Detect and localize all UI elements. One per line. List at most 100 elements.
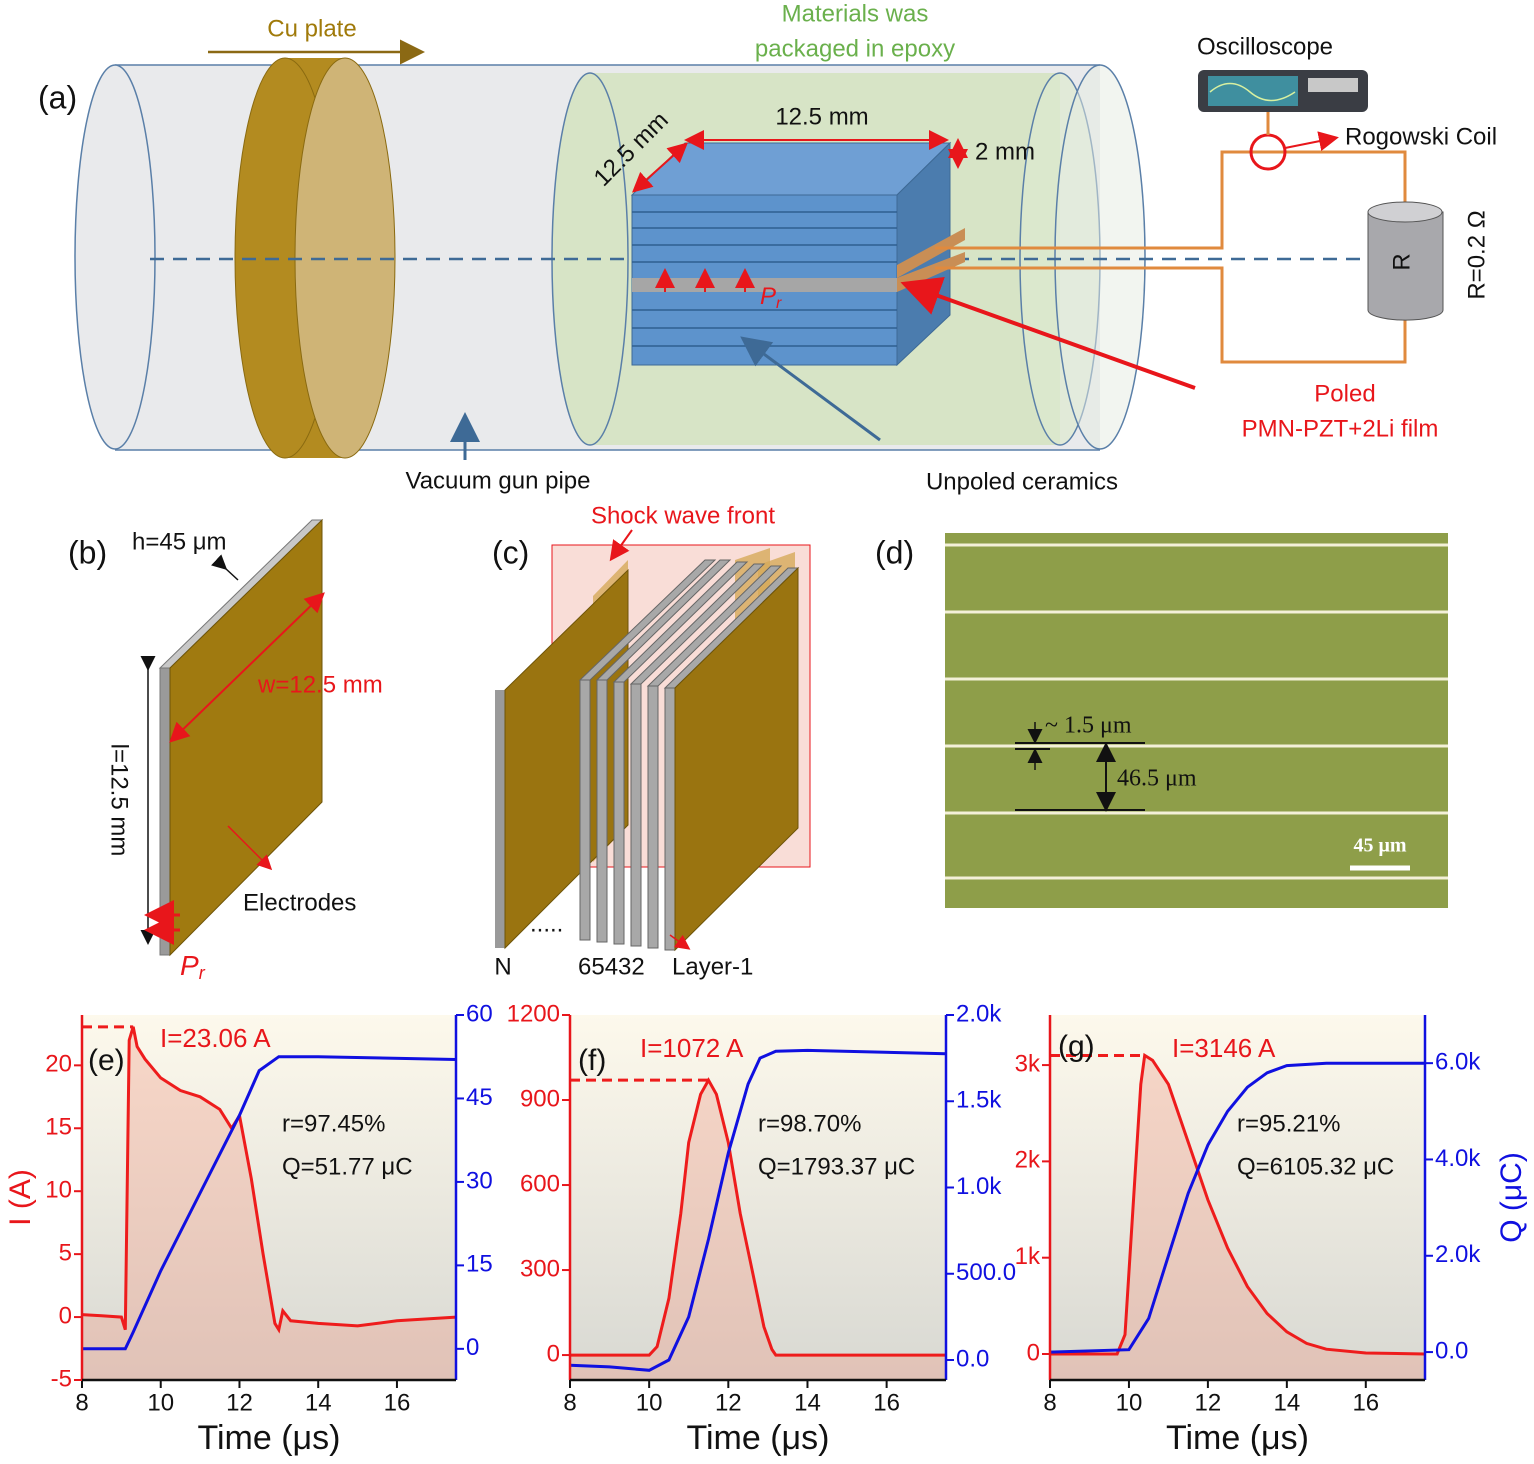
charge-annotation: Q=6105.32 μC <box>1237 1153 1394 1180</box>
ellipsis: ..... <box>530 910 563 937</box>
x-axis-label: Time (μs) <box>1166 1419 1309 1457</box>
panel-d: (d) ~ 1.5 μm 46.5 μm 45 μm <box>875 533 1448 908</box>
series-line <box>1049 1061 1425 1354</box>
peak-annotation: I=23.06 A <box>160 1023 271 1053</box>
panel-a: (a) Cu plate Materials was packaged in e… <box>38 0 1497 495</box>
oscilloscope-label: Oscilloscope <box>1197 33 1333 60</box>
series-line <box>569 1048 947 1372</box>
front-label: Shock wave front <box>591 502 775 529</box>
y-axis-label: I (A) <box>4 1169 37 1226</box>
panel-label: (d) <box>875 534 914 570</box>
layer-label: 65432 <box>578 953 645 980</box>
y2-tick-label: 2.0k <box>956 1000 1002 1027</box>
y2-tick-label: 1.5k <box>956 1087 1002 1114</box>
y2-tick-label: 45 <box>466 1084 493 1111</box>
x-tick-label: 14 <box>305 1389 332 1416</box>
panel-label: (f) <box>578 1044 606 1077</box>
scale-label: 45 μm <box>1354 835 1407 857</box>
y2-tick-label: 2.0k <box>1435 1241 1481 1268</box>
y2-tick-label: 6.0k <box>1435 1048 1481 1075</box>
y-tick-label: 900 <box>520 1085 560 1112</box>
length-label: l=12.5 mm <box>106 744 133 857</box>
resistor-label: R <box>1388 253 1415 270</box>
symbol: P <box>760 283 776 310</box>
x-tick-label: 16 <box>873 1389 900 1416</box>
epoxy-label: Materials was <box>782 0 929 27</box>
width-label: w=12.5 mm <box>257 671 383 698</box>
panel-c: (c) Shock wave front N ..... 65432 Layer… <box>492 502 811 980</box>
polarization-label: Pr <box>760 283 782 312</box>
ratio-annotation: r=95.21% <box>1237 1110 1340 1137</box>
layer-label: Layer-1 <box>672 953 753 980</box>
plot-background <box>1050 1015 1425 1380</box>
area <box>570 1080 946 1380</box>
resistance-label: R=0.2 Ω <box>1463 210 1490 299</box>
peak-annotation: I=3146 A <box>1172 1033 1276 1063</box>
film-label: PMN-PZT+2Li film <box>1242 415 1439 442</box>
panel-label: (a) <box>38 79 77 115</box>
electrodes-label: Electrodes <box>243 889 356 916</box>
peak-annotation: I=1072 A <box>640 1033 744 1063</box>
subscript: r <box>199 963 206 983</box>
x-tick-label: 16 <box>1352 1389 1379 1416</box>
panel-label: (e) <box>88 1044 125 1077</box>
y-tick-label: 600 <box>520 1170 560 1197</box>
ratio-annotation: r=97.45% <box>282 1110 385 1137</box>
coil-label: Rogowski Coil <box>1345 123 1497 150</box>
y2-tick-label: 0 <box>466 1334 479 1361</box>
panel-label: (b) <box>68 534 107 570</box>
charge-annotation: Q=1793.37 μC <box>758 1153 915 1180</box>
y2-tick-label: 500.0 <box>956 1259 1016 1286</box>
series-line <box>570 1077 946 1357</box>
x-tick-label: 8 <box>1043 1389 1056 1416</box>
thickness-label: h=45 μm <box>132 528 227 555</box>
pipe-label: Vacuum gun pipe <box>405 467 590 494</box>
series-line <box>81 1026 457 1334</box>
y2-tick-label: 60 <box>466 1000 493 1027</box>
y-tick-label: 1k <box>1015 1243 1041 1270</box>
y2-tick-label: 4.0k <box>1435 1145 1481 1172</box>
x-tick-label: 14 <box>1273 1389 1300 1416</box>
y-tick-label: 1200 <box>507 1000 560 1027</box>
x-axis-label: Time (μs) <box>687 1419 830 1457</box>
y-tick-label: 2k <box>1015 1147 1041 1174</box>
y2-tick-label: 1.0k <box>956 1173 1002 1200</box>
panel-label: (g) <box>1058 1030 1095 1063</box>
x-tick-label: 10 <box>636 1389 663 1416</box>
y-tick-label: 0 <box>59 1302 72 1329</box>
x-tick-label: 14 <box>794 1389 821 1416</box>
film-label: Poled <box>1314 380 1375 407</box>
cu-plate-label: Cu plate <box>267 15 356 42</box>
area <box>82 1026 456 1380</box>
ceramics-label: Unpoled ceramics <box>926 468 1118 495</box>
y-tick-label: 0 <box>1027 1339 1040 1366</box>
area <box>1050 1055 1425 1380</box>
x-tick-label: 16 <box>384 1389 411 1416</box>
plot-background <box>82 1015 456 1380</box>
panel-label: (c) <box>492 534 529 570</box>
x-tick-label: 8 <box>75 1389 88 1416</box>
gap-label: ~ 1.5 μm <box>1045 713 1132 739</box>
subscript: r <box>776 295 782 312</box>
y2-tick-label: 0.0 <box>1435 1337 1468 1364</box>
y-tick-label: 15 <box>45 1114 72 1141</box>
spacing-label: 46.5 μm <box>1117 766 1197 792</box>
series-line <box>82 1055 457 1351</box>
x-axis-label: Time (μs) <box>198 1419 341 1457</box>
y-tick-label: 300 <box>520 1255 560 1282</box>
y-tick-label: 5 <box>59 1239 72 1266</box>
ratio-annotation: r=98.70% <box>758 1110 861 1137</box>
x-tick-label: 12 <box>1195 1389 1222 1416</box>
y2-axis-label: Q (μC) <box>1495 1152 1528 1243</box>
panel-b: (b) h=45 μm w=12.5 mm l=12.5 mm Electrod… <box>68 518 383 983</box>
polarization-label: Pr <box>180 950 206 982</box>
x-tick-label: 8 <box>563 1389 576 1416</box>
symbol: P <box>180 950 199 981</box>
y-tick-label: 20 <box>45 1051 72 1078</box>
charge-annotation: Q=51.77 μC <box>282 1153 413 1180</box>
y-tick-label: 3k <box>1015 1050 1041 1077</box>
charts: 8 10 12 14 16 -5 0 5 10 15 20 0 15 30 45 60 Time (μs) I (… <box>4 1000 1528 1457</box>
layer-label: N <box>494 953 511 980</box>
x-tick-label: 10 <box>1116 1389 1143 1416</box>
